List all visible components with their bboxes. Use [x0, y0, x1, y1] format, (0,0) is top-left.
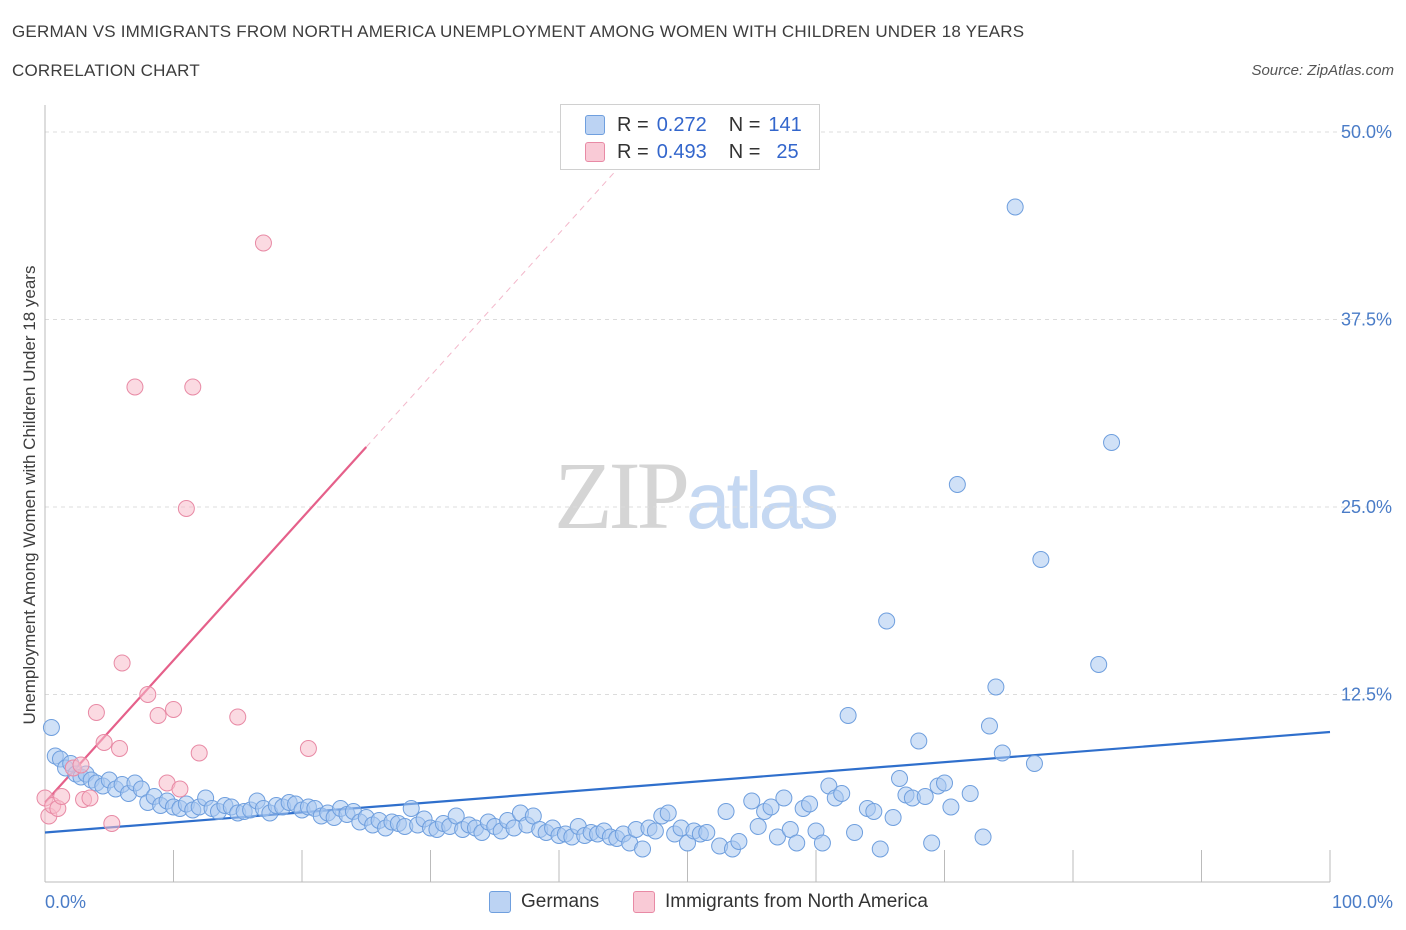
axes	[44, 105, 1331, 883]
trend-lines	[44, 170, 1331, 834]
immigrants-point-23	[229, 708, 247, 726]
data-points	[36, 198, 1121, 858]
immigrants-point-18	[165, 701, 182, 718]
germans-point-146	[1006, 198, 1024, 216]
germans-point-138	[936, 774, 953, 792]
germans-point-58	[402, 800, 420, 817]
chart-title: GERMAN VS IMMIGRANTS FROM NORTH AMERICA …	[12, 22, 1025, 41]
germans-n-label: N =	[728, 113, 761, 136]
y-tick-label-1: 25.0%	[1341, 497, 1392, 517]
germans-point-148	[1032, 551, 1050, 568]
immigrants-swatch	[585, 142, 605, 162]
x-tick-label-0: 0.0%	[45, 892, 86, 912]
stats-box: R = 0.272 N = 141 R = 0.493 N = 25	[560, 104, 820, 170]
immigrants-point-11	[103, 815, 121, 832]
germans-point-139	[942, 798, 960, 816]
legend-immigrants[interactable]: Immigrants from North America	[633, 888, 928, 916]
immigrants-n-label: N =	[728, 140, 761, 163]
germans-point-106	[717, 803, 735, 820]
immigrants-trend-extension	[365, 170, 616, 448]
germans-point-150	[1103, 434, 1121, 451]
immigrants-point-20	[177, 500, 195, 517]
germans-point-124	[839, 707, 857, 724]
legend-germans-swatch	[489, 891, 511, 913]
germans-point-125	[846, 824, 864, 841]
immigrants-point-19	[171, 780, 189, 798]
stats-row-immigrants: R = 0.493 N = 25	[585, 139, 799, 165]
germans-point-104	[698, 824, 716, 841]
immigrants-point-25	[299, 740, 317, 757]
germans-point-0	[42, 719, 60, 736]
y-tick-label-3: 50.0%	[1341, 122, 1392, 142]
germans-point-141	[961, 785, 979, 802]
immigrants-point-10	[95, 734, 113, 751]
immigrants-point-6	[72, 756, 90, 774]
germans-point-149	[1090, 656, 1108, 673]
immigrants-r-label: R =	[617, 140, 649, 163]
y-axis-label: Unemployment Among Women with Children U…	[20, 266, 39, 725]
watermark-zip: ZIP	[554, 442, 690, 549]
immigrants-point-8	[81, 789, 99, 807]
germans-point-129	[878, 612, 896, 630]
y-tick-label-0: 12.5%	[1341, 685, 1392, 705]
source-credit: Source: ZipAtlas.com	[1251, 62, 1394, 79]
germans-point-128	[871, 840, 889, 858]
immigrants-point-21	[184, 378, 202, 396]
germans-point-131	[891, 770, 909, 787]
germans-point-142	[974, 828, 992, 846]
immigrants-point-12	[111, 740, 129, 757]
germans-point-144	[987, 678, 1005, 696]
y-tick-label-2: 37.5%	[1341, 310, 1392, 330]
germans-point-112	[762, 798, 780, 816]
legend-immigrants-swatch	[633, 891, 655, 913]
germans-point-110	[749, 818, 767, 835]
germans-point-134	[910, 732, 928, 750]
immigrants-point-4	[53, 788, 71, 805]
tick-labels: 12.5% 25.0% 37.5% 50.0% 0.0% 100.0%	[45, 122, 1393, 912]
germans-n-value: 141	[768, 113, 802, 136]
germans-point-140	[948, 476, 966, 493]
germans-point-116	[788, 834, 806, 852]
germans-point-120	[813, 834, 831, 852]
x-tick-label-1: 100.0%	[1332, 892, 1393, 912]
stats-row-germans: R = 0.272 N = 141	[585, 112, 802, 138]
germans-point-94	[634, 840, 652, 858]
germans-point-118	[801, 795, 819, 813]
germans-point-108	[730, 833, 748, 850]
germans-point-114	[775, 789, 793, 807]
immigrants-point-22	[190, 744, 208, 762]
chart-subtitle: CORRELATION CHART	[12, 61, 200, 80]
germans-point-145	[993, 744, 1011, 762]
germans-point-136	[923, 834, 941, 852]
immigrants-r-value: 0.493	[656, 140, 707, 163]
grid-lines	[45, 131, 1370, 695]
germans-point-98	[659, 804, 677, 822]
immigrants-point-9	[87, 704, 105, 721]
germans-point-135	[916, 788, 934, 805]
germans-swatch	[585, 115, 605, 135]
germans-point-109	[743, 792, 761, 810]
germans-r-value: 0.272	[656, 113, 707, 136]
germans-point-127	[865, 803, 883, 820]
immigrants-point-15	[139, 686, 157, 703]
immigrants-n-value: 25	[776, 140, 799, 163]
immigrants-point-13	[113, 654, 131, 672]
germans-point-123	[833, 785, 851, 802]
germans-point-113	[768, 828, 786, 846]
legend-germans[interactable]: Germans	[489, 888, 599, 916]
germans-point-96	[646, 822, 664, 840]
legend-immigrants-label: Immigrants from North America	[665, 891, 928, 912]
germans-point-130	[884, 809, 902, 826]
germans-point-143	[980, 717, 998, 735]
watermark-atlas: atlas	[686, 456, 839, 545]
immigrants-point-14	[126, 378, 144, 396]
immigrants-point-16	[149, 707, 167, 724]
germans-point-147	[1025, 755, 1043, 772]
watermark: ZIPatlas	[554, 440, 839, 551]
legend-germans-label: Germans	[521, 891, 600, 912]
germans-r-label: R =	[617, 113, 649, 136]
immigrants-point-24	[254, 234, 272, 252]
